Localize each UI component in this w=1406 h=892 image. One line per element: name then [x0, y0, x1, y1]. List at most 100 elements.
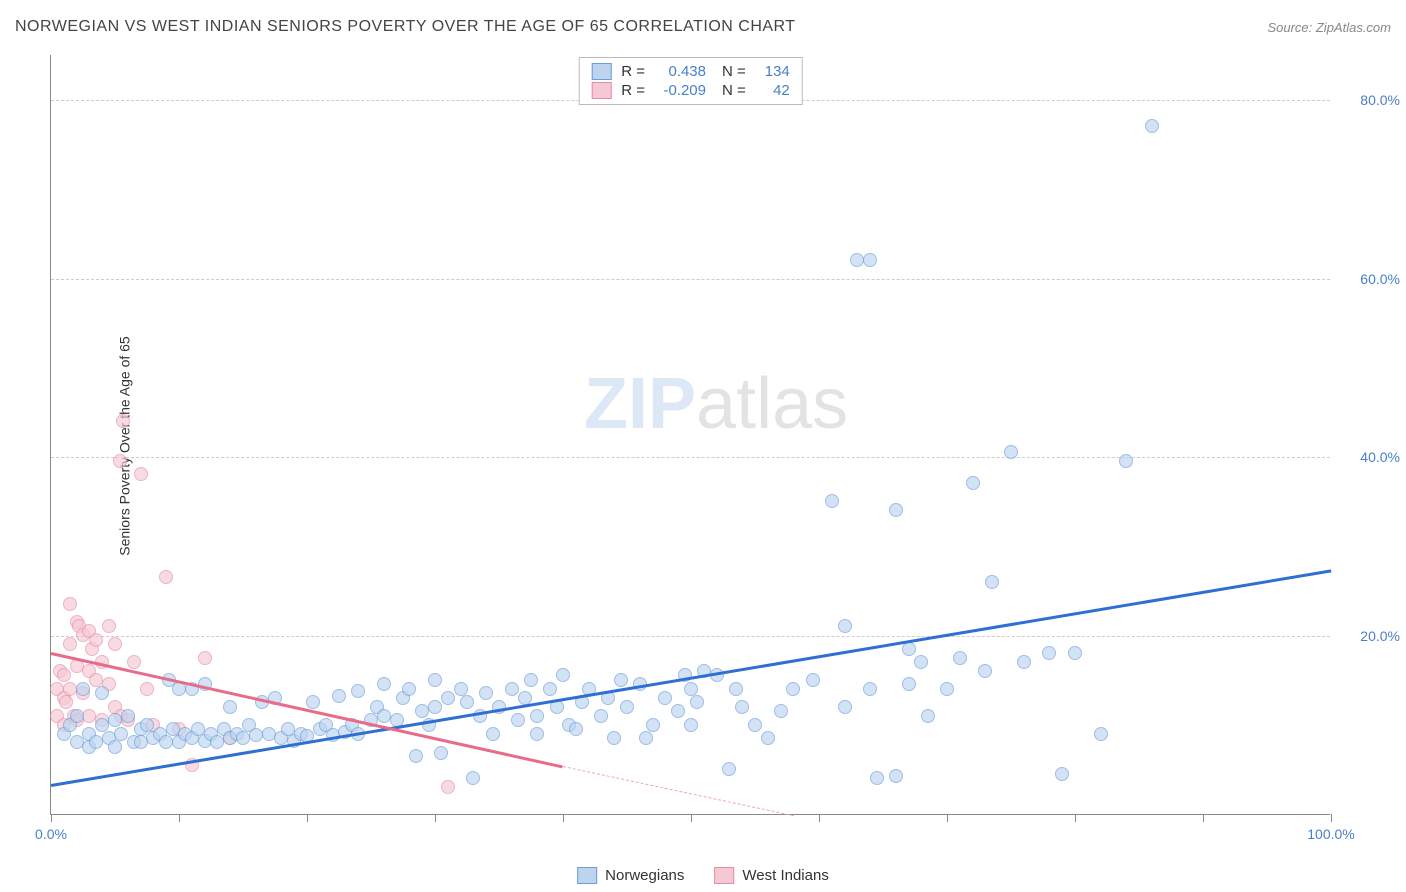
data-point: [978, 664, 992, 678]
data-point: [921, 709, 935, 723]
data-point: [223, 700, 237, 714]
data-point: [735, 700, 749, 714]
stats-legend-box: R = 0.438 N = 134 R = -0.209 N = 42: [578, 57, 803, 105]
data-point: [914, 655, 928, 669]
data-point: [838, 700, 852, 714]
data-point: [434, 746, 448, 760]
data-point: [466, 771, 480, 785]
legend-item: West Indians: [714, 867, 828, 884]
data-point: [140, 718, 154, 732]
data-point: [684, 718, 698, 732]
data-point: [646, 718, 660, 732]
data-point: [543, 682, 557, 696]
x-tick: [1331, 814, 1332, 822]
data-point: [940, 682, 954, 696]
data-point: [1068, 646, 1082, 660]
stats-n-value: 42: [752, 82, 790, 99]
trend-line: [51, 569, 1331, 786]
data-point: [1042, 646, 1056, 660]
x-tick: [1075, 814, 1076, 822]
data-point: [530, 727, 544, 741]
x-tick: [1203, 814, 1204, 822]
data-point: [402, 682, 416, 696]
gridline: [51, 279, 1330, 280]
data-point: [108, 740, 122, 754]
legend-item: Norwegians: [577, 867, 684, 884]
legend-swatch: [577, 867, 597, 884]
legend-swatch: [591, 63, 611, 80]
data-point: [76, 682, 90, 696]
data-point: [722, 762, 736, 776]
data-point: [116, 414, 130, 428]
data-point: [114, 727, 128, 741]
data-point: [409, 749, 423, 763]
stats-n-label: N =: [722, 63, 746, 80]
data-point: [428, 673, 442, 687]
trend-line: [563, 766, 794, 816]
stats-r-label: R =: [621, 82, 645, 99]
watermark: ZIPatlas: [584, 363, 848, 445]
data-point: [1119, 454, 1133, 468]
legend-label: West Indians: [742, 867, 828, 884]
data-point: [306, 695, 320, 709]
data-point: [63, 637, 77, 651]
y-tick-label: 80.0%: [1340, 92, 1400, 108]
data-point: [671, 704, 685, 718]
data-point: [838, 619, 852, 633]
data-point: [441, 780, 455, 794]
stats-r-label: R =: [621, 63, 645, 80]
x-tick: [819, 814, 820, 822]
legend-swatch: [591, 82, 611, 99]
x-tick-label: 0.0%: [35, 826, 67, 842]
y-tick-label: 20.0%: [1340, 628, 1400, 644]
x-tick: [307, 814, 308, 822]
x-tick: [51, 814, 52, 822]
x-tick: [179, 814, 180, 822]
data-point: [113, 454, 127, 468]
data-point: [70, 709, 84, 723]
stats-r-value: -0.209: [651, 82, 706, 99]
stats-n-value: 134: [752, 63, 790, 80]
data-point: [966, 476, 980, 490]
data-point: [377, 677, 391, 691]
data-point: [639, 731, 653, 745]
data-point: [786, 682, 800, 696]
data-point: [870, 771, 884, 785]
data-point: [729, 682, 743, 696]
data-point: [351, 684, 365, 698]
data-point: [985, 575, 999, 589]
legend-swatch: [714, 867, 734, 884]
data-point: [57, 668, 71, 682]
data-point: [441, 691, 455, 705]
x-tick: [563, 814, 564, 822]
data-point: [1094, 727, 1108, 741]
gridline: [51, 457, 1330, 458]
data-point: [249, 728, 263, 742]
data-point: [121, 709, 135, 723]
data-point: [806, 673, 820, 687]
data-point: [774, 704, 788, 718]
data-point: [1017, 655, 1031, 669]
chart-source: Source: ZipAtlas.com: [1267, 20, 1391, 35]
data-point: [902, 642, 916, 656]
data-point: [198, 651, 212, 665]
stats-n-label: N =: [722, 82, 746, 99]
data-point: [89, 633, 103, 647]
data-point: [108, 637, 122, 651]
data-point: [1055, 767, 1069, 781]
data-point: [1004, 445, 1018, 459]
x-tick: [435, 814, 436, 822]
data-point: [607, 731, 621, 745]
data-point: [95, 686, 109, 700]
data-point: [530, 709, 544, 723]
stats-row: R = -0.209 N = 42: [591, 81, 790, 100]
data-point: [614, 673, 628, 687]
scatter-plot: ZIPatlas R =0.438N =134R =-0.209N =42 20…: [50, 55, 1330, 815]
data-point: [140, 682, 154, 696]
stats-r-value: 0.438: [651, 63, 706, 80]
data-point: [511, 713, 525, 727]
data-point: [569, 722, 583, 736]
data-point: [236, 731, 250, 745]
data-point: [59, 695, 73, 709]
x-tick: [947, 814, 948, 822]
